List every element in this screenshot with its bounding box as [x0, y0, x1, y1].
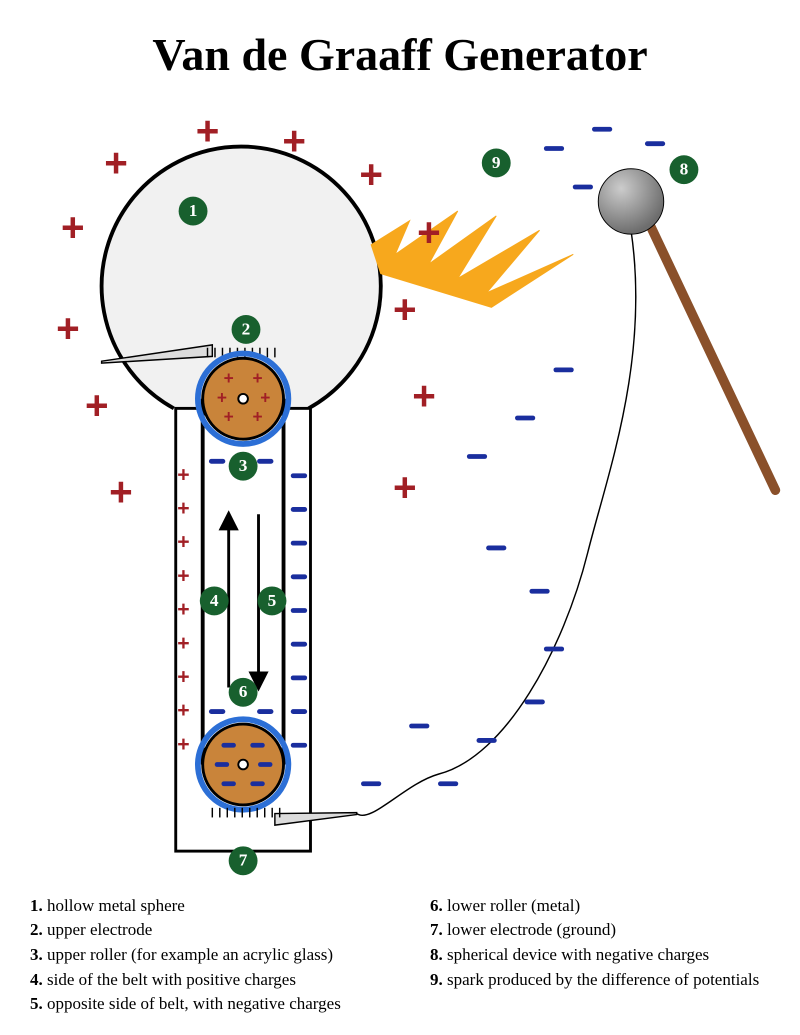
legend-column-1: 1. hollow metal sphere2. upper electrode… — [30, 894, 370, 1017]
svg-text:+: + — [224, 368, 234, 388]
svg-text:+: + — [177, 598, 189, 621]
svg-text:3: 3 — [239, 456, 248, 475]
marker-7: 7 — [229, 846, 258, 875]
legend-item-text: lower electrode (ground) — [443, 920, 616, 939]
legend-item-number: 3. — [30, 945, 43, 964]
svg-text:+: + — [56, 305, 80, 351]
svg-text:1: 1 — [189, 201, 198, 220]
marker-6: 6 — [229, 678, 258, 707]
marker-8: 8 — [670, 155, 699, 184]
legend-item-text: side of the belt with positive charges — [43, 970, 296, 989]
page: Van de Graaff Generator ++++++++++++++++… — [0, 0, 800, 1035]
legend-item-text: upper electrode — [43, 920, 153, 939]
marker-4: 4 — [200, 586, 229, 615]
svg-text:+: + — [177, 531, 189, 554]
svg-text:+: + — [412, 372, 436, 418]
svg-text:+: + — [260, 387, 270, 407]
marker-5: 5 — [258, 586, 287, 615]
svg-text:+: + — [252, 407, 262, 427]
svg-text:4: 4 — [210, 591, 219, 610]
legend-item: 2. upper electrode — [30, 918, 370, 943]
svg-text:+: + — [177, 733, 189, 756]
svg-text:+: + — [177, 463, 189, 486]
svg-text:+: + — [359, 151, 383, 197]
legend-item: 7. lower electrode (ground) — [430, 918, 770, 943]
diagram-canvas: +++++++++++++++++++++++++++123456789 — [0, 110, 800, 880]
legend: 1. hollow metal sphere2. upper electrode… — [30, 894, 770, 1017]
legend-item-number: 9. — [430, 970, 443, 989]
svg-text:+: + — [109, 469, 133, 515]
lower-roller — [198, 719, 288, 809]
upper-roller — [198, 354, 288, 444]
legend-item-text: upper roller (for example an acrylic gla… — [43, 945, 333, 964]
wand-sphere — [598, 169, 663, 234]
legend-item: 3. upper roller (for example an acrylic … — [30, 943, 370, 968]
legend-item-text: spark produced by the difference of pote… — [443, 970, 759, 989]
legend-item: 4. side of the belt with positive charge… — [30, 968, 370, 993]
svg-text:+: + — [196, 110, 220, 154]
svg-text:+: + — [177, 497, 189, 520]
legend-item-number: 1. — [30, 896, 43, 915]
legend-item: 6. lower roller (metal) — [430, 894, 770, 919]
svg-text:+: + — [393, 464, 417, 510]
wand-stick — [650, 226, 775, 491]
svg-text:+: + — [177, 665, 189, 688]
svg-text:5: 5 — [268, 591, 277, 610]
svg-text:+: + — [104, 139, 128, 185]
svg-text:+: + — [177, 564, 189, 587]
legend-item-number: 4. — [30, 970, 43, 989]
vdg-diagram: +++++++++++++++++++++++++++123456789 — [0, 110, 800, 880]
legend-item-number: 2. — [30, 920, 43, 939]
svg-text:8: 8 — [680, 160, 689, 179]
svg-text:+: + — [217, 387, 227, 407]
legend-item-number: 5. — [30, 994, 43, 1013]
legend-item: 9. spark produced by the difference of p… — [430, 968, 770, 993]
legend-item-number: 7. — [430, 920, 443, 939]
svg-text:+: + — [85, 382, 109, 428]
svg-text:+: + — [177, 699, 189, 722]
legend-item: 8. spherical device with negative charge… — [430, 943, 770, 968]
svg-text:+: + — [282, 117, 306, 163]
legend-item-text: opposite side of belt, with negative cha… — [43, 994, 341, 1013]
legend-item-text: hollow metal sphere — [43, 896, 185, 915]
legend-item: 1. hollow metal sphere — [30, 894, 370, 919]
svg-text:9: 9 — [492, 153, 501, 172]
svg-text:+: + — [177, 632, 189, 655]
svg-text:+: + — [224, 407, 234, 427]
legend-item-number: 8. — [430, 945, 443, 964]
marker-3: 3 — [229, 452, 258, 481]
lower-electrode-arm — [275, 813, 357, 826]
svg-text:+: + — [417, 209, 441, 255]
marker-1: 1 — [179, 197, 208, 226]
svg-text:+: + — [393, 286, 417, 332]
marker-9: 9 — [482, 149, 511, 178]
svg-text:6: 6 — [239, 682, 248, 701]
page-title: Van de Graaff Generator — [0, 28, 800, 81]
legend-item-text: spherical device with negative charges — [443, 945, 709, 964]
legend-item-number: 6. — [430, 896, 443, 915]
legend-column-2: 6. lower roller (metal)7. lower electrod… — [430, 894, 770, 1017]
legend-item: 5. opposite side of belt, with negative … — [30, 992, 370, 1017]
svg-text:+: + — [61, 204, 85, 250]
legend-item-text: lower roller (metal) — [443, 896, 580, 915]
svg-text:2: 2 — [242, 319, 251, 338]
marker-2: 2 — [232, 315, 261, 344]
svg-text:7: 7 — [239, 851, 248, 870]
svg-text:+: + — [252, 368, 262, 388]
